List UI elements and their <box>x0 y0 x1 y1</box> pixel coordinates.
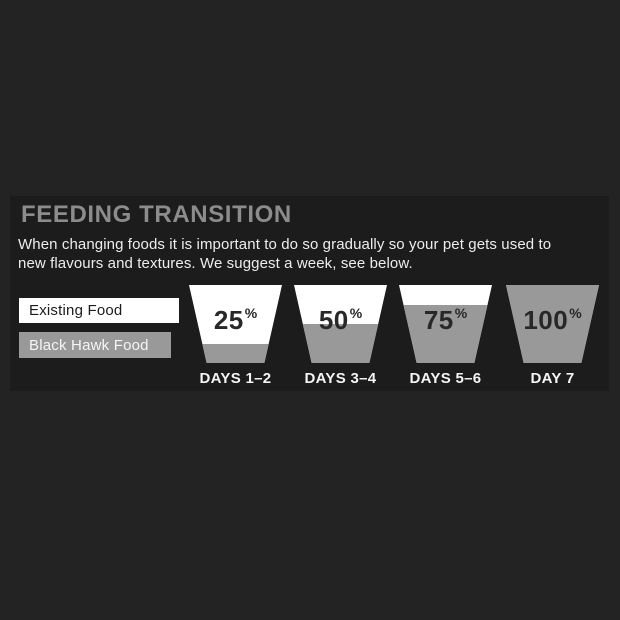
transition-step-2: 50 % DAYS 3–4 <box>294 285 387 387</box>
blackhawk-fill <box>399 304 492 363</box>
percent-label: 25 % <box>189 285 282 359</box>
day-label: DAYS 3–4 <box>304 370 377 387</box>
feeding-transition-panel: FEEDING TRANSITION When changing foods i… <box>10 196 609 391</box>
blackhawk-fill <box>506 285 599 363</box>
percent-sign: % <box>454 305 468 321</box>
percent-label: 50 % <box>294 285 387 359</box>
legend-existing-food: Existing Food <box>19 298 179 323</box>
percent-label: 75 % <box>399 285 492 359</box>
section-title: FEEDING TRANSITION <box>21 201 292 228</box>
transition-cup: 50 % <box>294 285 387 363</box>
percent-sign: % <box>349 305 363 321</box>
percent-value: 50 <box>318 304 349 335</box>
transition-step-4: 100 % DAY 7 <box>506 285 599 387</box>
percent-value: 100 <box>523 304 569 335</box>
intro-text-line-2: new flavours and textures. We suggest a … <box>18 254 413 272</box>
day-label: DAY 7 <box>530 370 575 387</box>
intro-text: When changing foods it is important to d… <box>18 236 551 273</box>
blackhawk-fill <box>189 343 282 363</box>
legend-existing-food-label: Existing Food <box>29 302 123 319</box>
percent-sign: % <box>244 305 258 321</box>
transition-step-1: 25 % DAYS 1–2 <box>189 285 282 387</box>
intro-text-line-1: When changing foods it is important to d… <box>18 236 552 253</box>
percent-sign: % <box>569 305 582 321</box>
transition-cup: 25 % <box>189 285 282 363</box>
legend-black-hawk-food: Black Hawk Food <box>19 332 171 358</box>
transition-cup: 100 % <box>506 285 599 363</box>
legend-black-hawk-food-label: Black Hawk Food <box>29 336 149 354</box>
percent-value: 25 <box>213 304 244 335</box>
day-label: DAYS 1–2 <box>199 370 272 387</box>
transition-step-3: 75 % DAYS 5–6 <box>399 285 492 387</box>
day-label: DAYS 5–6 <box>409 370 482 387</box>
percent-value: 75 <box>423 304 454 335</box>
percent-label: 100 % <box>506 285 599 359</box>
transition-cup: 75 % <box>399 285 492 363</box>
